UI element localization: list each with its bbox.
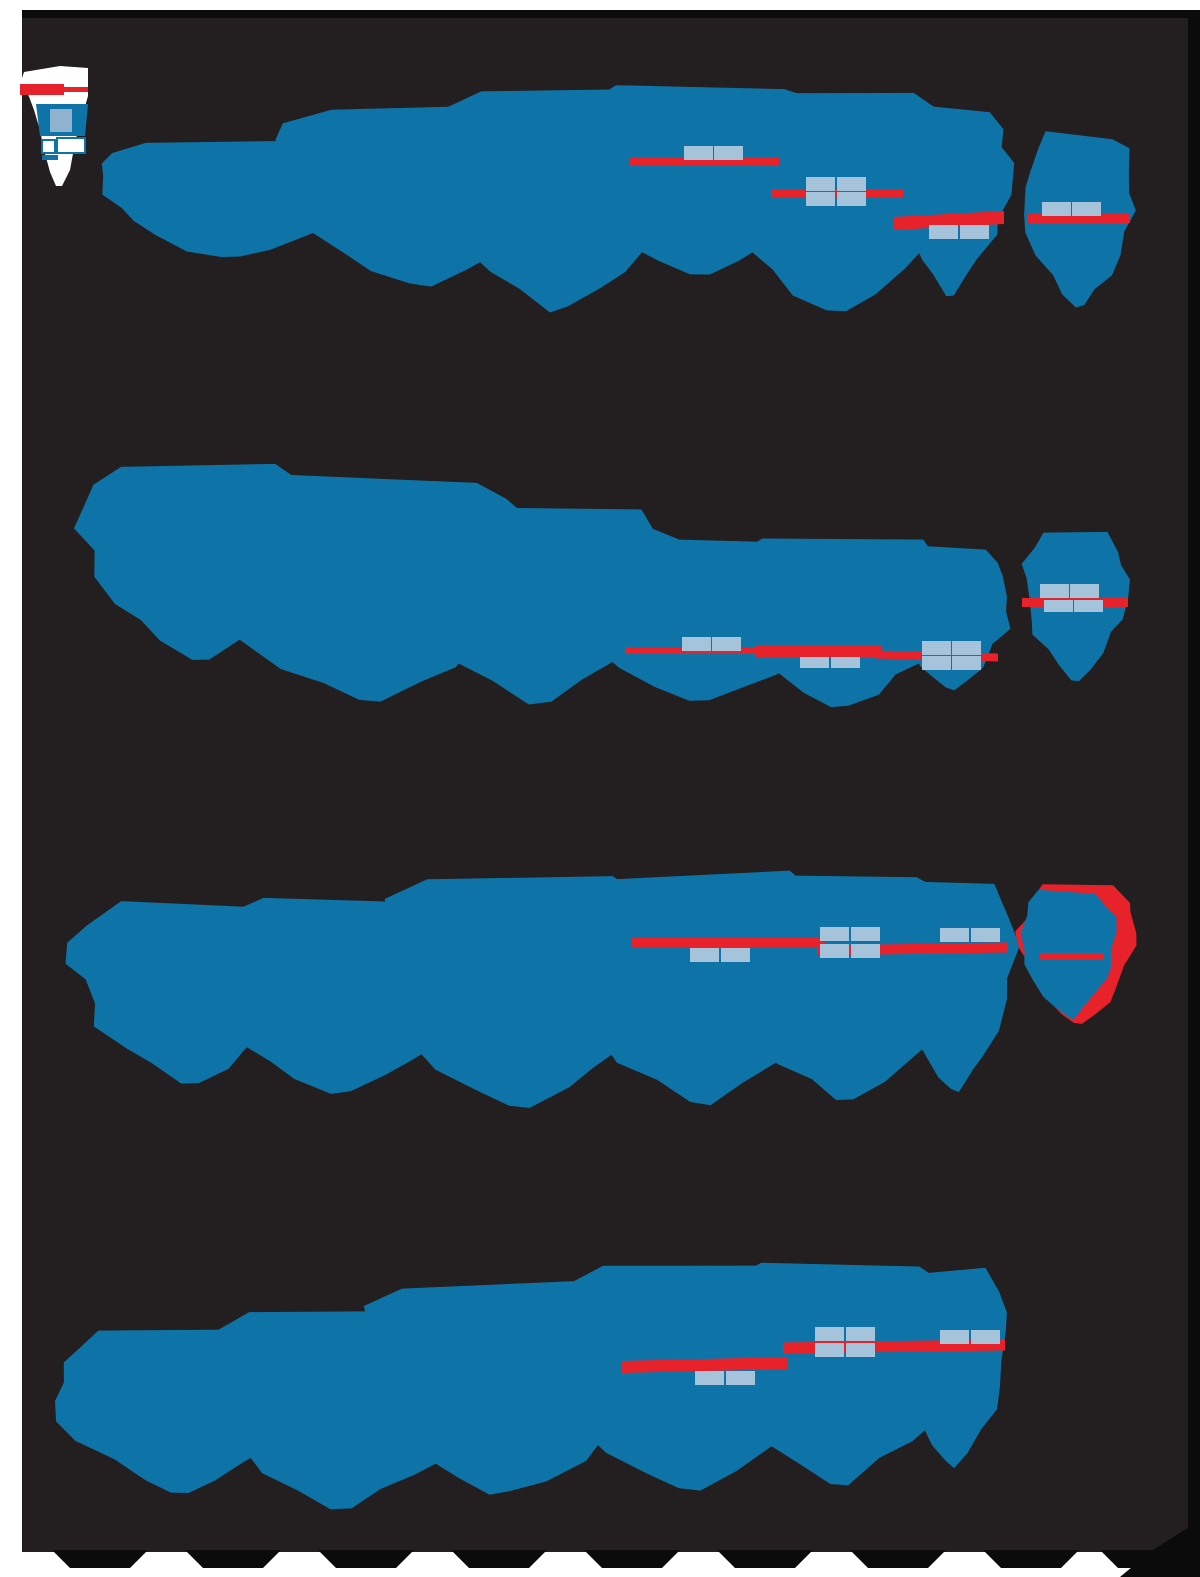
legend-inner-square xyxy=(50,109,72,132)
interval-box xyxy=(960,225,989,239)
bottom-right-wedge xyxy=(1120,1520,1200,1577)
interval-box xyxy=(922,656,951,670)
interval-box xyxy=(971,928,1000,942)
interval-box xyxy=(952,656,981,670)
interval-box xyxy=(682,637,711,651)
mean-line xyxy=(1027,214,1130,223)
bottom-tooth xyxy=(584,1550,680,1568)
legend-mean-line-tail xyxy=(62,87,88,92)
interval-box xyxy=(851,944,880,958)
interval-box xyxy=(940,1330,969,1344)
legend-mean-line xyxy=(20,84,64,95)
interval-box xyxy=(690,948,719,962)
interval-box xyxy=(1044,600,1073,612)
bottom-tooth xyxy=(850,1550,946,1568)
bottom-tooth xyxy=(318,1550,414,1568)
interval-box xyxy=(1072,202,1101,216)
interval-box xyxy=(800,657,829,668)
bottom-tooth xyxy=(451,1550,547,1568)
interval-box xyxy=(806,192,835,206)
violin-shape xyxy=(884,1267,1007,1469)
bottom-tooth xyxy=(717,1550,813,1568)
interval-box xyxy=(712,637,741,651)
interval-box xyxy=(1040,584,1069,598)
interval-box xyxy=(846,1327,875,1341)
interval-box xyxy=(952,641,981,655)
interval-box xyxy=(831,657,860,668)
mean-line xyxy=(632,938,825,948)
interval-box xyxy=(1042,202,1071,216)
mean-line xyxy=(622,1357,788,1373)
mean-line xyxy=(755,645,882,658)
interval-box xyxy=(726,1371,755,1385)
legend-outline-box xyxy=(41,139,56,154)
interval-box xyxy=(820,927,849,941)
interval-box xyxy=(851,927,880,941)
interval-box xyxy=(940,928,969,942)
interval-box xyxy=(846,1343,875,1357)
violin-shape xyxy=(894,104,1015,297)
interval-box xyxy=(1074,600,1103,612)
interval-box xyxy=(820,944,849,958)
bottom-tooth xyxy=(52,1550,148,1568)
interval-box xyxy=(721,948,750,962)
interval-box xyxy=(971,1330,1000,1344)
interval-box xyxy=(684,146,713,160)
legend-outline-box xyxy=(56,137,86,154)
mean-line xyxy=(1040,953,1104,960)
interval-box xyxy=(922,641,951,655)
interval-box xyxy=(815,1343,844,1357)
interval-box xyxy=(815,1327,844,1341)
plot-top-border xyxy=(22,10,1200,18)
interval-box xyxy=(837,177,866,191)
interval-box xyxy=(837,192,866,206)
bottom-tooth xyxy=(983,1550,1079,1568)
interval-box xyxy=(806,177,835,191)
interval-box xyxy=(714,146,743,160)
interval-box xyxy=(695,1371,724,1385)
interval-box xyxy=(1070,584,1099,598)
plot-right-border xyxy=(1188,10,1200,1530)
interval-box xyxy=(929,225,958,239)
bottom-tooth xyxy=(185,1550,281,1568)
legend-strip xyxy=(42,155,58,160)
